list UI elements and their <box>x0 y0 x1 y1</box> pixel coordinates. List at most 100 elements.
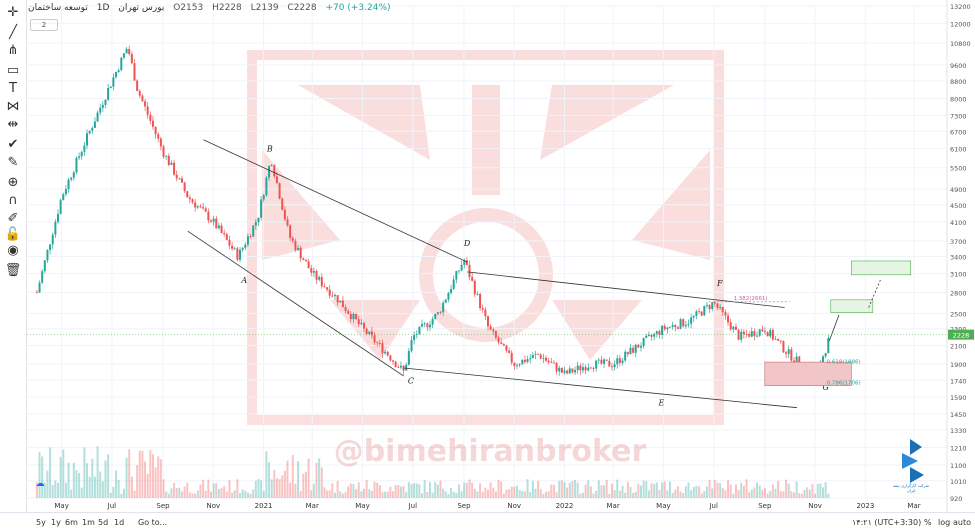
volume-bar <box>336 480 339 498</box>
volume-bar <box>450 487 453 498</box>
time-axis[interactable]: May Jul Sep Nov 2021 Mar May Jul Sep Nov 2022 Mar Ma… <box>54 502 920 510</box>
volume-bar <box>508 489 511 498</box>
crosshair-icon[interactable]: ✛ <box>7 5 19 20</box>
candle-body <box>196 206 199 208</box>
y-tick-label: 3400 <box>950 254 967 262</box>
clock[interactable]: ۱۴:۲۱ (UTC+3:30) <box>852 518 922 527</box>
volume-bar <box>632 493 635 498</box>
candle-body <box>64 189 67 195</box>
volume-bar <box>671 492 674 498</box>
candle-body <box>724 312 727 316</box>
volume-bar <box>719 483 722 498</box>
goto-button[interactable]: Go to... <box>138 518 168 527</box>
measure-icon[interactable]: ⇹ <box>7 117 19 132</box>
lock-drawing-icon[interactable]: ✐ <box>7 211 19 226</box>
candle-body <box>684 324 687 327</box>
candle-body <box>186 191 189 198</box>
y-tick-label: 1010 <box>950 478 967 486</box>
volume-bar <box>624 492 627 498</box>
range-1m[interactable]: 1m <box>82 518 95 527</box>
candle-body <box>748 334 751 337</box>
y-tick-label: 8800 <box>950 78 967 86</box>
volume-bar <box>273 470 276 498</box>
text-icon[interactable]: T <box>9 81 17 96</box>
volume-bar <box>357 482 360 498</box>
candle-body <box>489 326 492 330</box>
volume-bar <box>497 479 500 498</box>
volume-bar <box>175 488 178 498</box>
volume-bar <box>695 485 698 498</box>
volume-bar <box>700 493 703 498</box>
volume-bar <box>83 447 86 498</box>
volume-bar <box>618 490 621 498</box>
price-axis[interactable]: 13200 12000 10800 9600 8800 8000 7300 6700 6100 5… <box>27 0 975 512</box>
candle-body <box>779 340 782 342</box>
indicator-toggle[interactable]: 2 <box>30 19 58 31</box>
lock-icon[interactable]: 🔓 <box>4 227 22 242</box>
volume-bar <box>394 485 397 498</box>
volume-bar <box>684 486 687 498</box>
brush-icon[interactable]: ✎ <box>7 155 19 170</box>
volume-bar <box>360 491 363 498</box>
candle-body <box>492 329 495 332</box>
symbol-name[interactable]: توسعه ساختمان <box>28 3 88 13</box>
volume-bar <box>109 492 112 498</box>
auto-toggle[interactable]: auto <box>953 518 972 527</box>
trash-icon[interactable]: 🗑 <box>4 263 22 278</box>
candle-body <box>341 300 344 308</box>
indicator-count: 2 <box>41 21 47 29</box>
volume-bar <box>537 480 540 498</box>
volume-bar <box>299 490 302 498</box>
percent-toggle[interactable]: % <box>924 518 932 527</box>
y-tick-label: 5500 <box>950 165 967 173</box>
checkmark-icon[interactable]: ✔ <box>7 137 19 152</box>
candle-body <box>333 295 336 297</box>
volume-bar <box>610 483 613 498</box>
candle-body <box>328 289 331 296</box>
candle-body <box>299 247 302 259</box>
volume-bar <box>471 482 474 498</box>
trend-line-icon[interactable]: ╱ <box>9 25 17 40</box>
range-6m[interactable]: 6m <box>65 518 78 527</box>
volume-bar <box>136 465 139 498</box>
pattern-icon[interactable]: ⋈ <box>6 99 20 114</box>
candle-body <box>122 53 125 58</box>
candle-body <box>516 365 519 367</box>
range-1y[interactable]: 1y <box>51 518 61 527</box>
candle-body <box>260 199 263 218</box>
volume-bar <box>447 493 450 498</box>
log-toggle[interactable]: log <box>938 518 951 527</box>
volume-bar <box>421 493 424 498</box>
wave-label: E <box>657 398 664 407</box>
range-5d[interactable]: 5d <box>98 518 109 527</box>
y-tick-label: 3700 <box>950 238 967 246</box>
candle-body <box>824 353 827 357</box>
volume-bar <box>452 491 455 498</box>
candle-body <box>96 112 99 122</box>
candle-body <box>146 106 149 115</box>
candle-body <box>787 349 790 354</box>
zoom-icon[interactable]: ⊕ <box>7 175 19 190</box>
pitchfork-icon[interactable]: ⋔ <box>7 43 19 58</box>
range-1d[interactable]: 1d <box>114 518 125 527</box>
candle-body <box>502 343 505 346</box>
volume-bar <box>62 449 65 498</box>
volume-bar <box>679 491 682 498</box>
candle-body <box>608 360 611 367</box>
candle-body <box>426 323 429 328</box>
volume-bar <box>682 493 685 498</box>
volume-bar <box>539 489 542 498</box>
volume-bar <box>339 491 342 498</box>
range-5y[interactable]: 5y <box>36 518 46 527</box>
candle-body <box>542 357 545 359</box>
grid <box>27 5 947 499</box>
magnet-icon[interactable]: ∩ <box>8 193 18 208</box>
candle-body <box>130 54 133 64</box>
interval[interactable]: 1D <box>96 3 110 13</box>
y-tick-label: 4100 <box>950 219 967 227</box>
rectangle-icon[interactable]: ▭ <box>6 63 20 78</box>
eye-icon[interactable]: ◉ <box>7 243 19 258</box>
cloud-icon[interactable]: ☁ <box>35 479 45 489</box>
volume-bar <box>814 493 817 498</box>
